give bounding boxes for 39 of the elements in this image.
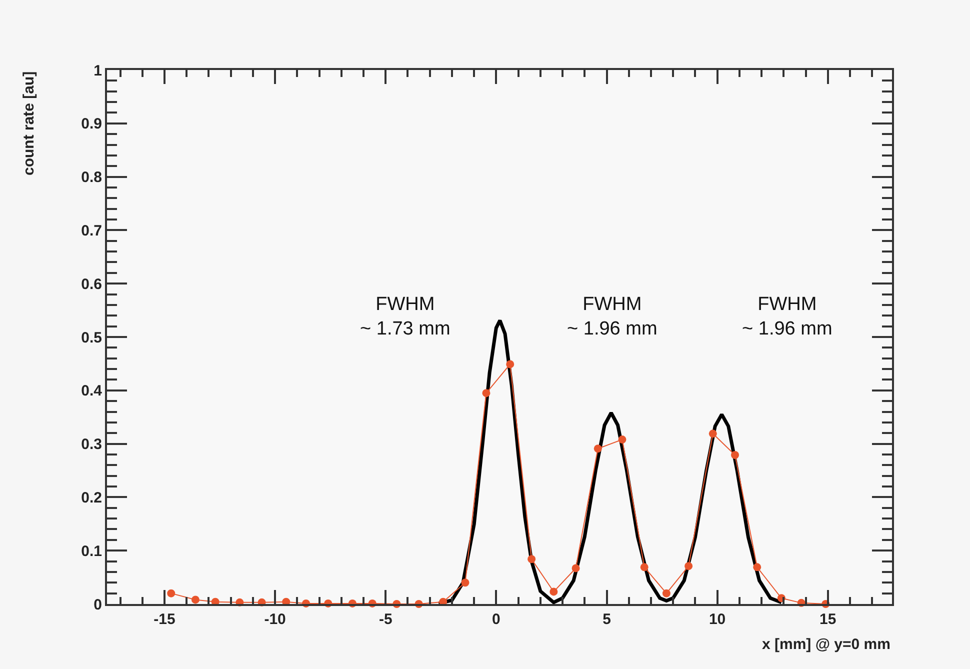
x-tick-label: -5 [378,611,392,628]
point [191,596,200,604]
point [461,578,470,587]
y-tick-label: 0.3 [81,436,102,454]
y-tick-label: 1 [94,62,102,80]
y-tick-label: 0.1 [81,542,102,560]
point [731,451,739,460]
x-tick-label: 10 [708,611,726,628]
y-tick-label: 0.5 [81,329,102,346]
point [528,555,536,564]
point [594,444,602,453]
point [684,562,693,570]
point [662,589,670,598]
x-tick-label: -10 [264,611,286,628]
x-tick-label: 0 [492,611,500,628]
y-tick-label: 0 [94,596,102,614]
point [167,589,176,598]
x-tick-label: 15 [820,611,836,628]
x-tick-label: 5 [602,611,611,628]
point [572,564,580,572]
y-tick-label: 0.4 [81,382,103,400]
y-tick-label: 0.8 [81,169,102,186]
y-tick-label: 0.2 [81,489,102,506]
y-axis-title: count rate [au] [20,71,38,176]
y-tick-label: 0.6 [81,276,102,293]
point [482,389,490,398]
x-axis-title: x [mm] @ y=0 mm [762,636,890,653]
annotation: FWHM ~ 1.73 mm [360,294,450,340]
point [708,430,717,438]
x-tick-label: -15 [154,611,176,628]
point [506,360,514,368]
point [640,563,648,572]
point [618,436,626,444]
annotation: FWHM ~ 1.96 mm [742,294,832,340]
point [753,563,762,572]
point [550,588,558,596]
y-tick-label: 0.9 [81,116,102,133]
y-tick-label: 0.7 [81,222,102,240]
annotation: FWHM ~ 1.96 mm [567,294,658,340]
